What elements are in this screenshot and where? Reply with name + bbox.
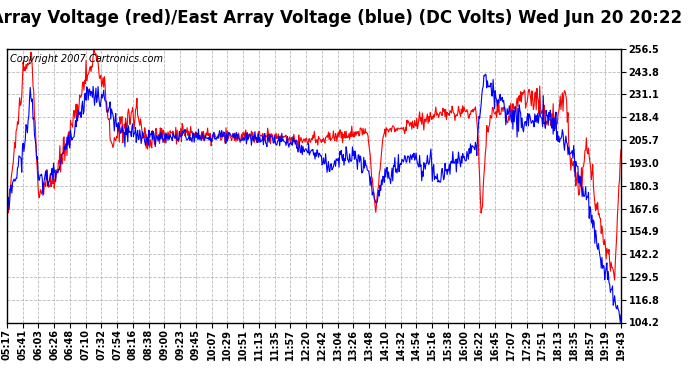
Text: Copyright 2007 Cartronics.com: Copyright 2007 Cartronics.com [10,54,163,64]
Text: West Array Voltage (red)/East Array Voltage (blue) (DC Volts) Wed Jun 20 20:22: West Array Voltage (red)/East Array Volt… [0,9,682,27]
